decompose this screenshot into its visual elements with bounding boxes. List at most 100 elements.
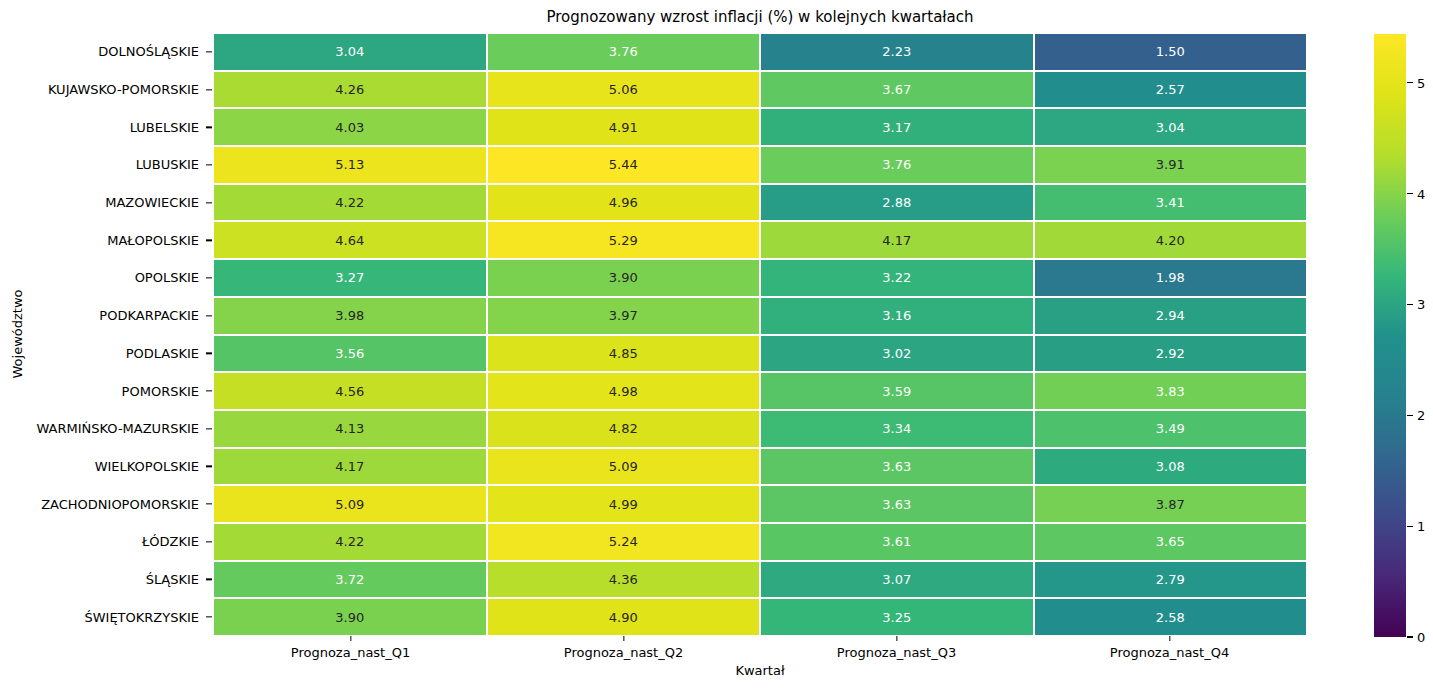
cell-value: 4.96	[609, 195, 638, 210]
cell-value: 4.17	[882, 233, 911, 248]
cell-value: 5.09	[609, 459, 638, 474]
heatmap-cell: 3.87	[1035, 486, 1307, 522]
row-label: LUBELSKIE	[0, 109, 214, 145]
cell-value: 3.91	[1156, 157, 1185, 172]
heatmap-cell: 1.98	[1035, 260, 1307, 296]
cell-value: 3.59	[882, 384, 911, 399]
y-tick-mark	[206, 164, 212, 165]
x-tick-mark	[623, 636, 624, 641]
cell-value: 4.56	[335, 384, 364, 399]
cell-value: 1.98	[1156, 270, 1185, 285]
heatmap-cell: 3.63	[761, 449, 1033, 485]
cell-value: 3.72	[335, 572, 364, 587]
cell-value: 5.13	[335, 157, 364, 172]
heatmap-cell: 3.72	[214, 562, 486, 598]
heatmap-cell: 2.58	[1035, 599, 1307, 635]
cell-value: 3.16	[882, 308, 911, 323]
y-tick-mark	[206, 51, 212, 52]
colorbar-tick-mark	[1407, 636, 1413, 637]
cell-value: 3.67	[882, 82, 911, 97]
y-tick-mark	[206, 466, 212, 467]
cell-value: 4.85	[609, 346, 638, 361]
cell-value: 4.17	[335, 459, 364, 474]
heatmap-cell: 3.02	[761, 336, 1033, 372]
heatmap-cell: 5.09	[214, 486, 486, 522]
heatmap-cell: 3.34	[761, 411, 1033, 447]
colorbar-tick-label: 1	[1417, 519, 1425, 534]
cell-value: 4.03	[335, 120, 364, 135]
cell-value: 5.06	[609, 82, 638, 97]
cell-value: 4.22	[335, 534, 364, 549]
cell-value: 3.97	[609, 308, 638, 323]
heatmap-cell: 4.90	[488, 599, 760, 635]
y-tick-mark	[206, 315, 212, 316]
colorbar	[1374, 34, 1406, 637]
y-tick-mark	[206, 428, 212, 429]
x-tick-mark	[896, 636, 897, 641]
heatmap-cell: 3.76	[488, 34, 760, 70]
cell-value: 2.88	[882, 195, 911, 210]
heatmap-cell: 4.17	[214, 449, 486, 485]
cell-value: 3.04	[335, 44, 364, 59]
heatmap-cell: 5.29	[488, 222, 760, 258]
heatmap-cell: 3.76	[761, 147, 1033, 183]
heatmap-cell: 3.65	[1035, 524, 1307, 560]
cell-value: 3.90	[609, 270, 638, 285]
heatmap-cell: 3.17	[761, 109, 1033, 145]
chart-title: Prognozowany wzrost inflacji (%) w kolej…	[214, 8, 1306, 26]
heatmap-cell: 4.13	[214, 411, 486, 447]
heatmap-cell: 3.56	[214, 336, 486, 372]
cell-value: 2.58	[1156, 610, 1185, 625]
heatmap-cell: 4.99	[488, 486, 760, 522]
cell-value: 2.23	[882, 44, 911, 59]
row-label: ŚWIĘTOKRZYSKIE	[0, 599, 214, 635]
cell-value: 3.98	[335, 308, 364, 323]
cell-value: 4.22	[335, 195, 364, 210]
heatmap-cell: 3.07	[761, 562, 1033, 598]
cell-value: 1.50	[1156, 44, 1185, 59]
cell-value: 2.92	[1156, 346, 1185, 361]
colorbar-tick-label: 4	[1417, 186, 1425, 201]
cell-value: 5.09	[335, 497, 364, 512]
cell-value: 4.90	[609, 610, 638, 625]
colorbar-tick-mark	[1407, 193, 1413, 194]
heatmap-cell: 3.63	[761, 486, 1033, 522]
heatmap-cell: 5.44	[488, 147, 760, 183]
heatmap-cell: 3.08	[1035, 449, 1307, 485]
heatmap-cell: 4.98	[488, 373, 760, 409]
heatmap-cell: 2.57	[1035, 72, 1307, 108]
heatmap-cell: 4.82	[488, 411, 760, 447]
heatmap-cell: 3.04	[1035, 109, 1307, 145]
heatmap-cell: 2.23	[761, 34, 1033, 70]
cell-value: 5.24	[609, 534, 638, 549]
row-label: ZACHODNIOPOMORSKIE	[0, 486, 214, 522]
y-tick-mark	[206, 579, 212, 580]
cell-value: 5.29	[609, 233, 638, 248]
row-label: DOLNOŚLĄSKIE	[0, 34, 214, 70]
y-axis-tick-labels: DOLNOŚLĄSKIEKUJAWSKO-POMORSKIELUBELSKIEL…	[0, 34, 214, 635]
cell-value: 2.94	[1156, 308, 1185, 323]
cell-value: 3.61	[882, 534, 911, 549]
heatmap-cell: 1.50	[1035, 34, 1307, 70]
column-label: Prognoza_nast_Q3	[760, 635, 1033, 661]
cell-value: 3.56	[335, 346, 364, 361]
x-tick-mark	[1169, 636, 1170, 641]
heatmap-cell: 2.79	[1035, 562, 1307, 598]
y-tick-mark	[206, 127, 212, 128]
cell-value: 4.36	[609, 572, 638, 587]
heatmap-cell: 2.94	[1035, 298, 1307, 334]
y-tick-mark	[206, 541, 212, 542]
cell-value: 3.07	[882, 572, 911, 587]
heatmap-cell: 3.59	[761, 373, 1033, 409]
x-axis-tick-labels: Prognoza_nast_Q1Prognoza_nast_Q2Prognoza…	[214, 635, 1306, 661]
heatmap-cell: 5.24	[488, 524, 760, 560]
heatmap-cell: 4.91	[488, 109, 760, 145]
row-label: LUBUSKIE	[0, 147, 214, 183]
heatmap-cell: 3.49	[1035, 411, 1307, 447]
row-label: POMORSKIE	[0, 373, 214, 409]
colorbar-tick-label: 2	[1417, 408, 1425, 423]
column-label: Prognoza_nast_Q2	[487, 635, 760, 661]
heatmap-cell: 4.36	[488, 562, 760, 598]
cell-value: 3.76	[609, 44, 638, 59]
column-label: Prognoza_nast_Q4	[1033, 635, 1306, 661]
